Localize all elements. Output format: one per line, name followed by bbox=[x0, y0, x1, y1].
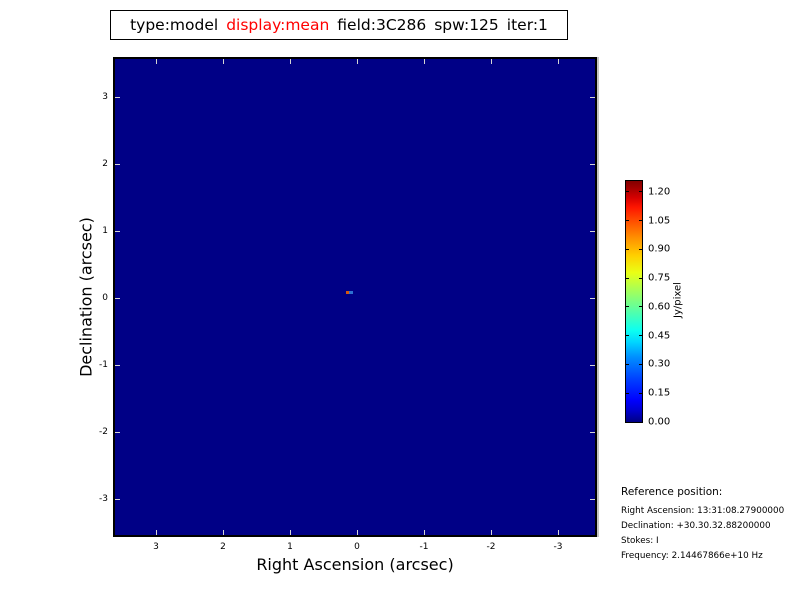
colorbar-tick-mark bbox=[626, 335, 629, 337]
x-tick-mark bbox=[289, 59, 291, 64]
x-tick-mark bbox=[423, 530, 425, 535]
reference-position-block: Reference position: Right Ascension: 13:… bbox=[621, 486, 797, 564]
y-tick-mark bbox=[590, 364, 595, 366]
x-tick-label: 0 bbox=[354, 542, 360, 552]
model-source-pixel bbox=[346, 291, 350, 295]
colorbar-tick-mark bbox=[639, 306, 642, 308]
x-tick-mark bbox=[490, 530, 492, 535]
colorbar-tick-mark bbox=[639, 335, 642, 337]
x-tick-mark bbox=[490, 59, 492, 64]
y-tick-label: 3 bbox=[102, 92, 108, 102]
title-segment: spw:125 bbox=[434, 16, 499, 34]
title-segment: iter:1 bbox=[506, 16, 548, 34]
x-tick-mark bbox=[557, 530, 559, 535]
y-tick-mark bbox=[115, 230, 120, 232]
reference-declination: Declination: +30.30.32.88200000 bbox=[621, 521, 771, 531]
x-tick-mark bbox=[356, 59, 358, 64]
y-tick-mark bbox=[115, 498, 120, 500]
raster-image-area bbox=[113, 57, 597, 537]
x-tick-label: 1 bbox=[287, 542, 293, 552]
y-tick-mark bbox=[590, 431, 595, 433]
y-tick-mark bbox=[590, 230, 595, 232]
colorbar-tick-mark bbox=[626, 392, 629, 394]
x-tick-label: 3 bbox=[153, 542, 159, 552]
x-tick-mark bbox=[155, 530, 157, 535]
reference-right-ascension: Right Ascension: 13:31:08.27900000 bbox=[621, 506, 785, 516]
x-tick-mark bbox=[155, 59, 157, 64]
colorbar-tick-mark bbox=[639, 220, 642, 222]
colorbar-tick-mark bbox=[626, 306, 629, 308]
reference-heading: Reference position: bbox=[621, 486, 723, 498]
x-tick-mark bbox=[289, 530, 291, 535]
y-tick-mark bbox=[115, 297, 120, 299]
title-segment: display:mean bbox=[226, 16, 330, 34]
x-tick-mark bbox=[423, 59, 425, 64]
colorbar-unit-label: Jy/pixel bbox=[672, 282, 684, 318]
colorbar-tick-label: 1.20 bbox=[648, 186, 671, 198]
y-tick-mark bbox=[590, 96, 595, 98]
colorbar-tick-mark bbox=[626, 248, 629, 250]
y-tick-label: -2 bbox=[99, 427, 108, 437]
x-tick-mark bbox=[356, 530, 358, 535]
colorbar-tick-mark bbox=[626, 277, 629, 279]
colorbar-tick-mark bbox=[626, 220, 629, 222]
y-tick-mark bbox=[115, 431, 120, 433]
colorbar bbox=[625, 180, 643, 423]
x-tick-label: 2 bbox=[220, 542, 226, 552]
y-axis-label: Declination (arcsec) bbox=[76, 217, 96, 377]
reference-frequency: Frequency: 2.14467866e+10 Hz bbox=[621, 551, 763, 561]
colorbar-tick-mark bbox=[639, 248, 642, 250]
colorbar-tick-mark bbox=[626, 363, 629, 365]
plot-title-box: type:model display:mean field:3C286 spw:125… bbox=[110, 10, 568, 40]
y-tick-label: -3 bbox=[99, 494, 108, 504]
y-tick-mark bbox=[115, 364, 120, 366]
colorbar-tick-label: 0.30 bbox=[648, 358, 671, 370]
y-tick-label: 0 bbox=[102, 293, 108, 303]
colorbar-tick-mark bbox=[639, 363, 642, 365]
y-tick-label: 2 bbox=[102, 159, 108, 169]
colorbar-tick-mark bbox=[639, 421, 642, 423]
model-source-pixel bbox=[349, 291, 353, 295]
colorbar-tick-label: 0.15 bbox=[648, 387, 671, 399]
x-tick-label: -1 bbox=[419, 542, 429, 552]
x-axis-label: Right Ascension (arcsec) bbox=[256, 555, 454, 574]
colorbar-tick-label: 0.45 bbox=[648, 330, 671, 342]
colorbar-tick-label: 1.05 bbox=[648, 215, 671, 227]
x-tick-mark bbox=[222, 59, 224, 64]
colorbar-tick-label: 0.90 bbox=[648, 243, 671, 255]
colorbar-tick-mark bbox=[639, 277, 642, 279]
colorbar-tick-mark bbox=[626, 421, 629, 423]
reference-stokes: Stokes: I bbox=[621, 536, 659, 546]
x-tick-label: -2 bbox=[486, 542, 496, 552]
colorbar-tick-label: 0.00 bbox=[648, 416, 671, 428]
colorbar-tick-label: 0.75 bbox=[648, 272, 671, 284]
colorbar-tick-mark bbox=[626, 191, 629, 193]
y-tick-mark bbox=[590, 498, 595, 500]
y-tick-label: 1 bbox=[102, 226, 108, 236]
y-tick-label: -1 bbox=[99, 360, 108, 370]
y-tick-mark bbox=[590, 163, 595, 165]
colorbar-tick-mark bbox=[639, 191, 642, 193]
x-tick-mark bbox=[222, 530, 224, 535]
y-tick-mark bbox=[590, 297, 595, 299]
title-segment: type:model bbox=[130, 16, 219, 34]
y-tick-mark bbox=[115, 96, 120, 98]
colorbar-tick-label: 0.60 bbox=[648, 301, 671, 313]
y-tick-mark bbox=[115, 163, 120, 165]
colorbar-tick-mark bbox=[639, 392, 642, 394]
x-tick-mark bbox=[557, 59, 559, 64]
title-segment: field:3C286 bbox=[337, 16, 427, 34]
x-tick-label: -3 bbox=[553, 542, 563, 552]
